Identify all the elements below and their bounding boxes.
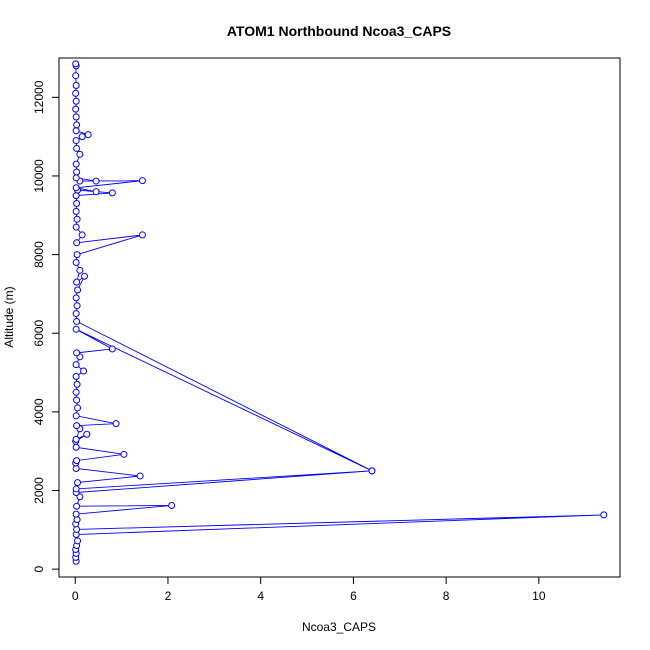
data-point — [72, 310, 80, 318]
data-point — [73, 199, 81, 207]
data-point — [72, 72, 80, 80]
data-point — [72, 174, 80, 182]
data-point — [73, 215, 81, 223]
data-point — [78, 133, 86, 141]
data-point — [72, 105, 80, 113]
y-tick-label: 6000 — [32, 320, 46, 347]
data-point — [72, 485, 80, 493]
data-point — [368, 467, 376, 475]
data-point — [72, 113, 80, 121]
y-tick-label: 8000 — [32, 241, 46, 268]
data-point — [72, 412, 80, 420]
data-point — [81, 272, 88, 280]
data-point — [73, 525, 81, 533]
y-tick-label: 2000 — [32, 477, 46, 504]
data-point — [73, 502, 81, 510]
data-point — [72, 82, 80, 90]
data-point — [73, 516, 81, 524]
data-point — [76, 150, 84, 158]
data-point — [80, 367, 88, 375]
y-axis: 0 2000 4000 6000 8000 10000 12000 — [32, 80, 60, 572]
data-point — [72, 160, 80, 168]
data-point — [138, 231, 146, 239]
y-tick-label: 10000 — [32, 159, 46, 193]
data-point — [72, 89, 80, 97]
data-point — [73, 349, 81, 357]
data-point — [73, 396, 81, 404]
data-point — [73, 251, 81, 259]
data-point — [74, 537, 82, 545]
data-point — [108, 189, 116, 197]
data-point — [72, 223, 80, 231]
data-point — [72, 325, 80, 333]
data-point — [73, 302, 81, 310]
data-point — [76, 266, 84, 274]
x-tick-label: 6 — [350, 589, 357, 603]
data-point — [72, 184, 80, 192]
data-point — [72, 97, 80, 105]
y-tick-label: 0 — [32, 565, 46, 572]
data-point — [72, 388, 80, 396]
data-point — [92, 188, 100, 196]
x-axis-label: Ncoa3_CAPS — [302, 620, 376, 634]
x-tick-label: 10 — [532, 589, 546, 603]
data-point — [74, 479, 82, 487]
data-point — [73, 239, 81, 247]
data-point — [73, 121, 81, 129]
series-layer — [72, 60, 608, 565]
y-tick-label: 12000 — [32, 80, 46, 114]
data-point — [74, 404, 82, 412]
data-point — [120, 450, 128, 458]
y-axis-label: Altitude (m) — [2, 286, 16, 347]
data-point — [72, 207, 80, 215]
data-point — [138, 177, 146, 185]
plot-frame — [58, 57, 621, 578]
data-point — [112, 420, 120, 428]
data-point — [108, 345, 116, 353]
data-point — [73, 422, 81, 430]
chart-title: ATOM1 Northbound Ncoa3_CAPS — [227, 23, 451, 39]
data-point — [72, 60, 80, 68]
data-point — [72, 258, 80, 266]
y-tick-label: 4000 — [32, 398, 46, 425]
data-point — [74, 286, 82, 294]
data-point — [78, 231, 86, 239]
data-point — [72, 372, 80, 380]
data-point — [84, 131, 92, 139]
data-point — [72, 361, 80, 369]
data-point — [72, 435, 80, 443]
data-point — [92, 177, 100, 185]
x-axis: 0 2 4 6 8 10 — [72, 576, 546, 603]
series-line — [75, 63, 604, 562]
data-point — [72, 127, 80, 135]
data-point — [600, 511, 608, 519]
x-tick-label: 2 — [165, 589, 172, 603]
data-point — [73, 380, 81, 388]
data-point — [72, 137, 80, 145]
data-point — [168, 501, 176, 509]
data-point — [73, 457, 81, 465]
x-tick-label: 4 — [257, 589, 264, 603]
data-point — [73, 144, 81, 152]
data-point — [73, 317, 81, 325]
data-point — [72, 443, 80, 451]
data-point — [73, 168, 81, 176]
x-tick-label: 8 — [443, 589, 450, 603]
data-point — [72, 510, 80, 518]
data-point — [72, 294, 80, 302]
data-point — [76, 493, 84, 501]
data-point — [136, 472, 144, 480]
data-point — [83, 430, 91, 438]
data-point — [73, 278, 81, 286]
x-tick-label: 0 — [72, 589, 79, 603]
